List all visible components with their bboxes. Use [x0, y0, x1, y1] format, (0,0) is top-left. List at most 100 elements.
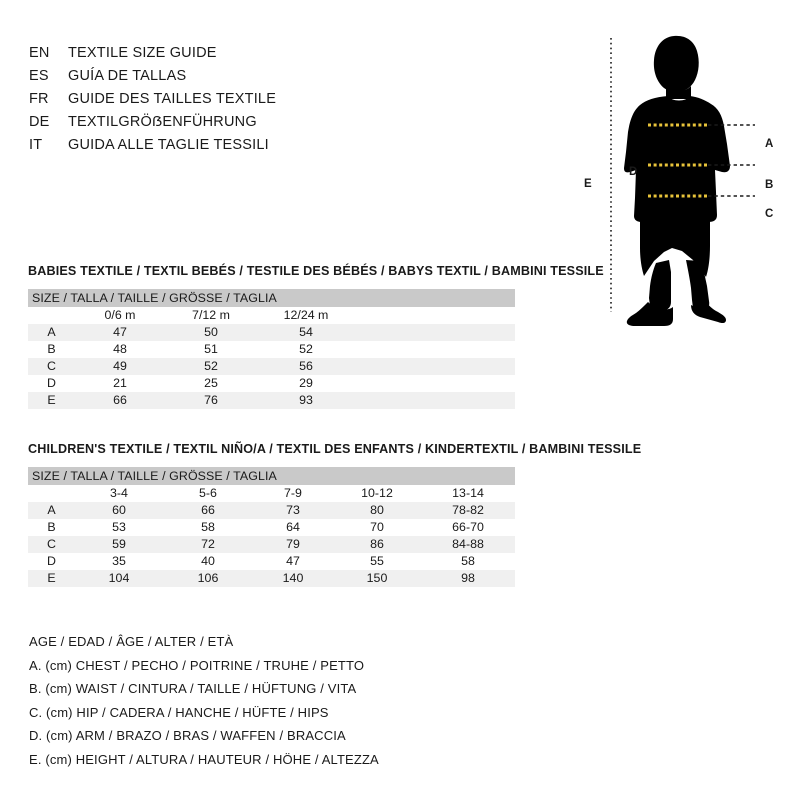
- babies-cell: 50: [165, 324, 257, 341]
- babies-cell: 29: [257, 375, 355, 392]
- children-column-header: 5-6: [163, 485, 253, 502]
- children-cell: 73: [253, 502, 333, 519]
- table-row: D 35 40 47 55 58: [28, 553, 516, 570]
- babies-column-header: 12/24 m: [257, 307, 355, 324]
- legend-line-height: E. (cm) HEIGHT / ALTURA / HAUTEUR / HÖHE…: [29, 751, 379, 767]
- language-code-fr: FR: [29, 91, 49, 107]
- children-cell: 84-88: [421, 536, 516, 553]
- measurement-figure: E D A B C: [560, 20, 800, 330]
- table-row: E 66 76 93: [28, 392, 516, 409]
- children-cell: 53: [75, 519, 163, 536]
- babies-cell: 56: [257, 358, 355, 375]
- children-cell: 80: [333, 502, 421, 519]
- babies-column-header-row: 0/6 m 7/12 m 12/24 m: [28, 307, 516, 324]
- children-size-header-label: SIZE / TALLA / TAILLE / GRÖSSE / TAGLIA: [28, 467, 516, 485]
- children-cell: 106: [163, 570, 253, 587]
- children-column-header: 3-4: [75, 485, 163, 502]
- children-cell: 64: [253, 519, 333, 536]
- babies-cell: 93: [257, 392, 355, 409]
- children-cell: 66-70: [421, 519, 516, 536]
- figure-label-e: E: [584, 178, 592, 190]
- child-silhouette-body: [624, 35, 730, 326]
- babies-cell-empty: [355, 324, 516, 341]
- babies-cell: 76: [165, 392, 257, 409]
- table-row: D 21 25 29: [28, 375, 516, 392]
- babies-cell: 51: [165, 341, 257, 358]
- babies-cell: 49: [75, 358, 165, 375]
- children-size-table: SIZE / TALLA / TAILLE / GRÖSSE / TAGLIA …: [28, 467, 516, 587]
- babies-cell: 48: [75, 341, 165, 358]
- language-code-en: EN: [29, 45, 50, 61]
- children-cell: 79: [253, 536, 333, 553]
- children-column-header-row: 3-4 5-6 7-9 10-12 13-14: [28, 485, 516, 502]
- babies-cell: 52: [257, 341, 355, 358]
- legend-line-arm: D. (cm) ARM / BRAZO / BRAS / WAFFEN / BR…: [29, 728, 346, 743]
- babies-column-header-empty: [355, 307, 516, 324]
- language-code-de: DE: [29, 114, 50, 130]
- children-row-label: B: [28, 519, 75, 536]
- children-column-header: 7-9: [253, 485, 333, 502]
- babies-row-label: E: [28, 392, 75, 409]
- children-cell: 35: [75, 553, 163, 570]
- children-column-header: 10-12: [333, 485, 421, 502]
- babies-cell: 47: [75, 324, 165, 341]
- figure-label-b: B: [765, 179, 774, 191]
- children-row-label: D: [28, 553, 75, 570]
- babies-table-caption: BABIES TEXTILE / TEXTIL BEBÉS / TESTILE …: [28, 264, 604, 278]
- children-column-header: 13-14: [421, 485, 516, 502]
- child-silhouette-diagram: [610, 35, 755, 326]
- language-row: EN TEXTILE SIZE GUIDE: [29, 42, 549, 65]
- children-cell: 72: [163, 536, 253, 553]
- babies-cell-empty: [355, 341, 516, 358]
- children-cell: 60: [75, 502, 163, 519]
- table-row: A 47 50 54: [28, 324, 516, 341]
- table-row: C 49 52 56: [28, 358, 516, 375]
- measurement-legend: AGE / EDAD / ÂGE / ALTER / ETÀ A. (cm) C…: [29, 630, 509, 771]
- children-row-label: E: [28, 570, 75, 587]
- children-cell: 150: [333, 570, 421, 587]
- table-row: B 48 51 52: [28, 341, 516, 358]
- legend-line-chest: A. (cm) CHEST / PECHO / POITRINE / TRUHE…: [29, 657, 365, 673]
- table-row: A 60 66 73 80 78-82: [28, 502, 516, 519]
- babies-cell: 66: [75, 392, 165, 409]
- babies-row-label: A: [28, 324, 75, 341]
- babies-size-header-row: SIZE / TALLA / TAILLE / GRÖSSE / TAGLIA: [28, 289, 516, 307]
- legend-line-hip: C. (cm) HIP / CADERA / HANCHE / HÜFTE / …: [29, 704, 329, 720]
- children-corner-cell: [28, 485, 75, 502]
- babies-row-label: C: [28, 358, 75, 375]
- table-row: C 59 72 79 86 84-88: [28, 536, 516, 553]
- children-cell: 104: [75, 570, 163, 587]
- language-title-de: TEXTILGRÖẞENFÜHRUNG: [68, 114, 257, 130]
- language-row: DE TEXTILGRÖẞENFÜHRUNG: [29, 111, 549, 134]
- language-title-it: GUIDA ALLE TAGLIE TESSILI: [68, 137, 269, 153]
- babies-cell-empty: [355, 375, 516, 392]
- language-title-en: TEXTILE SIZE GUIDE: [68, 45, 217, 61]
- language-code-es: ES: [29, 68, 49, 84]
- children-size-header-row: SIZE / TALLA / TAILLE / GRÖSSE / TAGLIA: [28, 467, 516, 485]
- babies-cell-empty: [355, 358, 516, 375]
- children-cell: 58: [163, 519, 253, 536]
- legend-line-waist: B. (cm) WAIST / CINTURA / TAILLE / HÜFTU…: [29, 681, 357, 696]
- children-cell: 66: [163, 502, 253, 519]
- babies-size-table-block: BABIES TEXTILE / TEXTIL BEBÉS / TESTILE …: [28, 264, 604, 409]
- children-cell: 40: [163, 553, 253, 570]
- children-cell: 98: [421, 570, 516, 587]
- babies-cell: 21: [75, 375, 165, 392]
- children-table-caption: CHILDREN'S TEXTILE / TEXTIL NIÑO/A / TEX…: [28, 442, 642, 456]
- children-cell: 140: [253, 570, 333, 587]
- table-row: E 104 106 140 150 98: [28, 570, 516, 587]
- babies-column-header: 7/12 m: [165, 307, 257, 324]
- children-cell: 58: [421, 553, 516, 570]
- language-row: ES GUÍA DE TALLAS: [29, 65, 549, 88]
- language-row: FR GUIDE DES TAILLES TEXTILE: [29, 88, 549, 111]
- babies-cell: 54: [257, 324, 355, 341]
- language-row: IT GUIDA ALLE TAGLIE TESSILI: [29, 134, 549, 157]
- table-row: B 53 58 64 70 66-70: [28, 519, 516, 536]
- figure-label-c: C: [765, 208, 774, 220]
- children-row-label: C: [28, 536, 75, 553]
- babies-size-header-label: SIZE / TALLA / TAILLE / GRÖSSE / TAGLIA: [28, 289, 516, 307]
- babies-cell-empty: [355, 392, 516, 409]
- figure-label-a: A: [765, 138, 774, 150]
- babies-row-label: D: [28, 375, 75, 392]
- babies-cell: 52: [165, 358, 257, 375]
